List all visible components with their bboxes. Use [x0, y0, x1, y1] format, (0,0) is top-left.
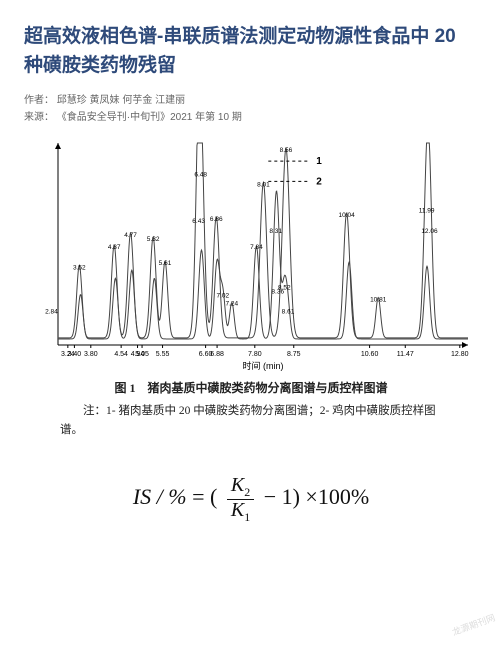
source-label: 来源： [24, 112, 54, 123]
svg-text:12.80: 12.80 [451, 351, 469, 358]
chromatogram-chart: 3.243.403.804.544.945.055.556.606.887.80… [24, 133, 478, 373]
formula: IS / % = ( K2 K1 − 1) ×100% [24, 475, 478, 523]
figure-note: 注：1- 猪肉基质中 20 中磺胺类药物分离图谱；2- 鸡肉中磺胺质控样图谱。 [60, 402, 442, 441]
formula-eq: = [192, 484, 204, 509]
figure-caption: 图 1 猪肉基质中磺胺类药物分离图谱与质控样图谱 [24, 379, 478, 396]
formula-den-var: K [231, 499, 244, 521]
source-value: 《食品安全导刊·中旬刊》2021 年第 10 期 [57, 112, 242, 123]
svg-text:3.40: 3.40 [68, 351, 82, 358]
formula-den-sub: 1 [244, 510, 250, 524]
svg-text:12.06: 12.06 [421, 228, 438, 235]
svg-text:2.84: 2.84 [45, 309, 58, 316]
chart-svg: 3.243.403.804.544.945.055.556.606.887.80… [24, 133, 478, 373]
svg-text:10.81: 10.81 [370, 296, 387, 303]
formula-open: ( [210, 484, 217, 509]
svg-text:5.32: 5.32 [147, 236, 160, 243]
authors-names: 邱慧珍 黄凤妹 何芋金 江建丽 [57, 95, 185, 106]
svg-text:7.80: 7.80 [248, 351, 262, 358]
svg-text:8.56: 8.56 [280, 147, 293, 154]
article-title: 超高效液相色谱-串联质谱法测定动物源性食品中 20 种磺胺类药物残留 [24, 22, 478, 81]
svg-text:11.99: 11.99 [419, 208, 435, 215]
svg-text:8.31: 8.31 [269, 228, 282, 235]
formula-num-var: K [231, 474, 244, 496]
svg-text:7.02: 7.02 [216, 292, 229, 299]
svg-text:6.43: 6.43 [192, 218, 205, 225]
svg-text:8.52: 8.52 [278, 284, 291, 291]
formula-minus1: − 1) [264, 484, 300, 509]
svg-text:11.47: 11.47 [397, 351, 414, 358]
svg-text:10.60: 10.60 [361, 351, 379, 358]
watermark: 龙源期刊网 [450, 611, 497, 639]
svg-text:10.04: 10.04 [338, 212, 355, 219]
svg-text:4.54: 4.54 [114, 351, 128, 358]
formula-numerator: K2 [227, 475, 254, 500]
svg-text:5.55: 5.55 [156, 351, 170, 358]
svg-text:5.05: 5.05 [135, 351, 149, 358]
svg-text:4.37: 4.37 [108, 244, 121, 251]
svg-text:时间 (min): 时间 (min) [243, 360, 284, 371]
svg-text:8.75: 8.75 [287, 351, 301, 358]
svg-text:3.80: 3.80 [84, 351, 98, 358]
svg-text:4.77: 4.77 [124, 232, 137, 239]
svg-text:7.84: 7.84 [250, 244, 263, 251]
formula-fraction: K2 K1 [227, 475, 254, 523]
svg-text:8.61: 8.61 [282, 309, 295, 316]
svg-text:8.01: 8.01 [257, 181, 270, 188]
formula-times: ×100% [305, 484, 369, 509]
svg-text:5.61: 5.61 [159, 260, 172, 267]
svg-text:2: 2 [316, 176, 322, 187]
svg-text:6.48: 6.48 [194, 171, 207, 178]
source-line: 来源： 《食品安全导刊·中旬刊》2021 年第 10 期 [24, 108, 478, 123]
authors-line: 作者： 邱慧珍 黄凤妹 何芋金 江建丽 [24, 91, 478, 106]
svg-text:6.86: 6.86 [210, 216, 223, 223]
authors-label: 作者： [24, 95, 54, 106]
formula-num-sub: 2 [244, 485, 250, 499]
svg-text:1: 1 [316, 156, 322, 167]
document-page: 超高效液相色谱-串联质谱法测定动物源性食品中 20 种磺胺类药物残留 作者： 邱… [0, 0, 502, 523]
formula-denominator: K1 [227, 500, 254, 524]
formula-lhs: IS / % [133, 484, 187, 509]
svg-text:3.52: 3.52 [73, 264, 86, 271]
svg-text:6.88: 6.88 [210, 351, 224, 358]
svg-text:7.24: 7.24 [226, 301, 239, 308]
